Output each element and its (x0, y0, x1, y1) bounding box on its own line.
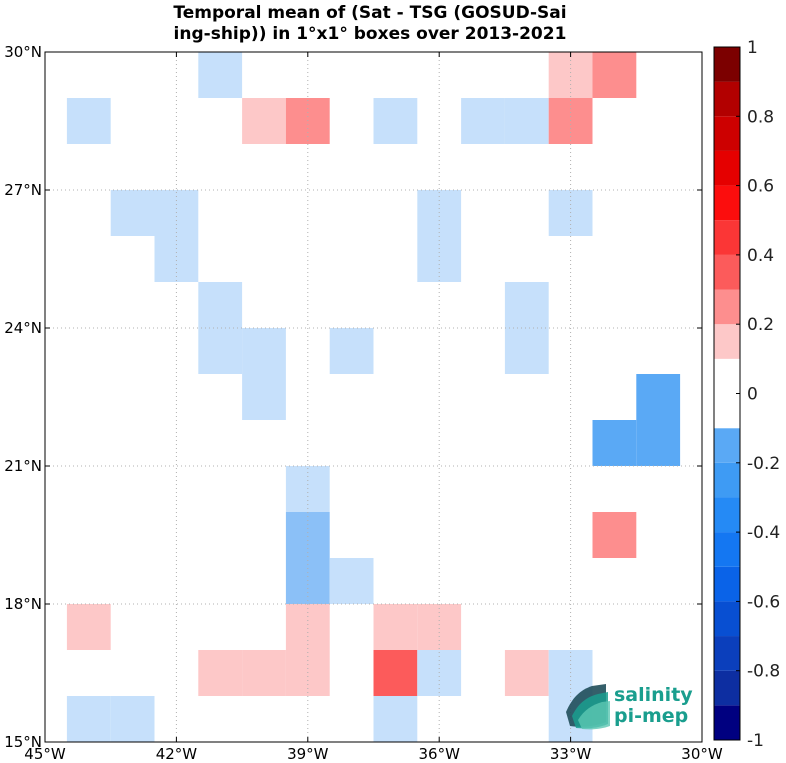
heatmap-cell (154, 236, 199, 282)
colorbar-swatch (714, 81, 740, 117)
heatmap-cell (198, 650, 243, 696)
y-tick-label: 27°N (4, 181, 42, 199)
heatmap-cell (198, 52, 243, 98)
heatmap-cell (242, 328, 286, 374)
logo-text-salinity: salinity (614, 684, 693, 706)
colorbar-swatch (714, 566, 740, 602)
heatmap-cell (417, 604, 462, 650)
heatmap-cell (592, 420, 637, 466)
colorbar-ticks: 1 0.8 0.6 0.4 0.2 0 -0.2 -0.4 -0.6 -0.8 -1 (736, 38, 780, 751)
heatmap-cell (242, 650, 286, 696)
colorbar-tick-label: -0.4 (747, 523, 780, 543)
colorbar-swatch (714, 705, 740, 740)
y-tick-label: 18°N (4, 595, 42, 613)
heatmap-cell (373, 696, 418, 742)
colorbar-swatch (714, 289, 740, 325)
heatmap-cell (198, 328, 243, 374)
heatmap-cell (242, 374, 286, 420)
colorbar-swatch (714, 358, 740, 429)
colorbar-tick-label: 0.4 (747, 246, 774, 266)
heatmap-cell (66, 696, 111, 742)
colorbar-swatch (714, 462, 740, 498)
colorbar: 1 0.8 0.6 0.4 0.2 0 -0.2 -0.4 -0.6 -0.8 -1 (713, 38, 780, 751)
heatmap-cell (66, 98, 111, 144)
chart-title-line2: ing-ship)) in 1°x1° boxes over 2013-2021 (174, 24, 567, 44)
y-tick-label: 21°N (4, 457, 42, 475)
heatmap-cell (504, 98, 549, 144)
heatmap-cell (504, 328, 549, 374)
gridlines (45, 52, 702, 742)
heatmap-cell (504, 650, 549, 696)
heatmap-cell (636, 374, 681, 420)
wave-icon (566, 684, 610, 730)
colorbar-swatches (714, 47, 740, 740)
colorbar-swatch (714, 254, 740, 290)
heatmap-cell (242, 98, 286, 144)
colorbar-swatch (714, 220, 740, 255)
heatmap-cell (66, 604, 111, 650)
heatmap-cell (373, 650, 418, 696)
x-tick-label: 36°W (418, 745, 460, 763)
colorbar-tick-label: 0.6 (747, 177, 774, 197)
heatmap-cell (198, 282, 243, 328)
heatmap-cell (329, 558, 374, 604)
heatmap-cell (504, 282, 549, 328)
plot-area: 45°W 42°W 39°W 36°W 33°W 30°W 15°N 18°N 21°N 24°… (4, 43, 723, 763)
y-tick-label: 30°N (4, 43, 42, 61)
x-axis-ticks: 45°W 42°W 39°W 36°W 33°W 30°W (24, 52, 723, 763)
colorbar-tick-label: -0.2 (747, 454, 780, 474)
colorbar-tick-label: 0.2 (747, 315, 774, 335)
colorbar-tick-label: 0 (747, 385, 758, 405)
logo-text-pi-mep: pi-mep (614, 705, 688, 727)
colorbar-swatch (714, 670, 740, 706)
colorbar-tick-label: -1 (747, 731, 764, 751)
colorbar-tick-label: -0.6 (747, 592, 780, 612)
y-tick-label: 15°N (4, 733, 42, 751)
heatmap-cell (373, 98, 418, 144)
chart-title-line1: Temporal mean of (Sat - TSG (GOSUD-Sai (173, 3, 566, 23)
heatmap-cell (592, 512, 637, 558)
colorbar-swatch (714, 601, 740, 637)
plot-frame (44, 51, 703, 743)
heatmap-cell (417, 236, 462, 282)
y-tick-label: 24°N (4, 319, 42, 337)
heatmap-cell (285, 512, 330, 558)
colorbar-swatch (714, 116, 740, 151)
heatmap-cell (110, 190, 155, 236)
heatmap-cell (285, 604, 330, 650)
heatmap-cell (592, 52, 637, 98)
heatmap-cell (329, 328, 374, 374)
colorbar-swatch (714, 428, 740, 463)
heatmap-cell (373, 604, 418, 650)
x-tick-label: 33°W (550, 745, 592, 763)
x-tick-label: 30°W (681, 745, 723, 763)
x-tick-label: 42°W (156, 745, 198, 763)
colorbar-swatch (714, 185, 740, 221)
colorbar-swatch (714, 532, 740, 567)
colorbar-tick-label: 0.8 (747, 107, 774, 127)
colorbar-swatch (714, 324, 740, 359)
colorbar-swatch (714, 636, 740, 671)
colorbar-tick-label: 1 (747, 38, 758, 58)
heatmap-cell (461, 98, 505, 144)
heatmap-cells (66, 52, 681, 742)
colorbar-swatch (714, 497, 740, 533)
salinity-pi-mep-logo: salinity pi-mep (566, 684, 693, 730)
heatmap-cell (110, 696, 155, 742)
colorbar-swatch (714, 47, 740, 82)
x-tick-label: 39°W (287, 745, 329, 763)
heatmap-cell (548, 52, 593, 98)
colorbar-tick-label: -0.8 (747, 662, 780, 682)
x-tick-label: 45°W (24, 745, 66, 763)
heatmap-cell (636, 420, 681, 466)
y-axis-ticks: 15°N 18°N 21°N 24°N 27°N 30°N (4, 43, 702, 751)
colorbar-swatch (714, 150, 740, 186)
